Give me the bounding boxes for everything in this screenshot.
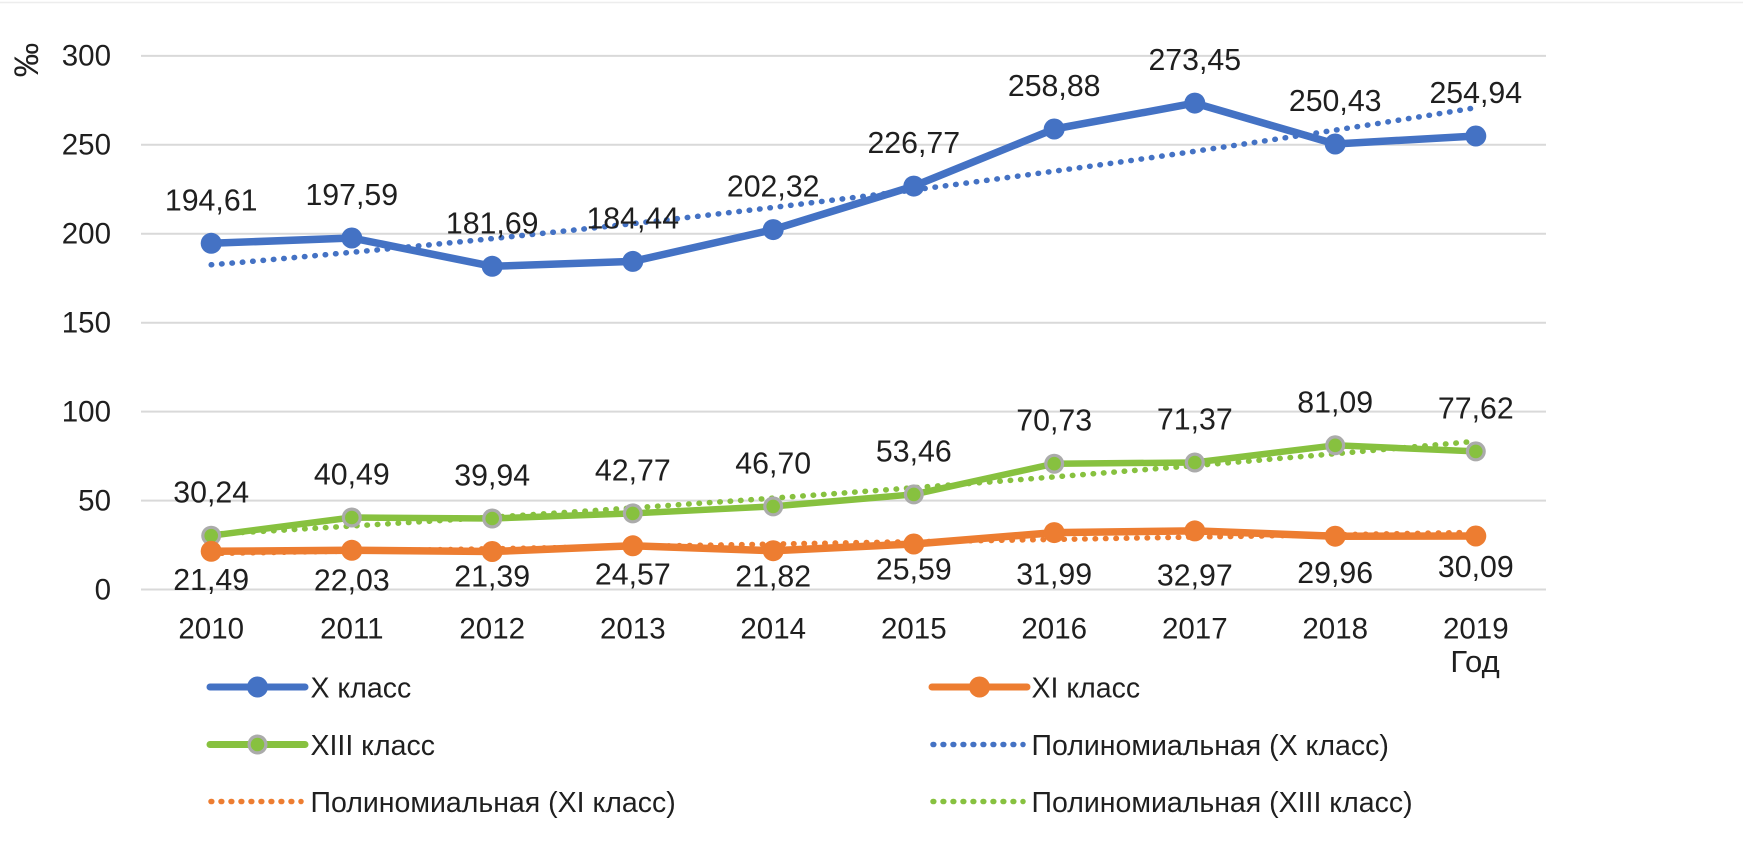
svg-text:258,88: 258,88 [1008,70,1101,103]
svg-text:71,37: 71,37 [1157,404,1233,437]
svg-text:29,96: 29,96 [1297,557,1373,590]
svg-text:184,44: 184,44 [586,202,679,235]
svg-text:70,73: 70,73 [1016,405,1092,438]
svg-text:50: 50 [78,484,111,517]
svg-text:2010: 2010 [178,613,244,646]
svg-text:Полиномиальная (X класс): Полиномиальная (X класс) [1032,730,1389,762]
svg-text:150: 150 [62,307,111,340]
svg-text:81,09: 81,09 [1297,386,1373,419]
svg-text:2012: 2012 [459,613,525,646]
svg-text:Полиномиальная (XI класс): Полиномиальная (XI класс) [311,787,676,819]
svg-text:Год: Год [1450,644,1499,679]
svg-text:XIII класс: XIII класс [311,730,435,762]
svg-text:40,49: 40,49 [314,459,390,492]
svg-text:32,97: 32,97 [1157,559,1233,592]
svg-text:2014: 2014 [740,613,806,646]
svg-text:42,77: 42,77 [595,454,671,487]
svg-text:2019: 2019 [1443,613,1509,646]
svg-text:250,43: 250,43 [1289,85,1382,118]
svg-text:200: 200 [62,218,111,251]
svg-text:273,45: 273,45 [1148,44,1241,77]
svg-text:22,03: 22,03 [314,564,390,597]
svg-text:194,61: 194,61 [165,184,258,217]
svg-text:2013: 2013 [600,613,666,646]
svg-text:30,24: 30,24 [173,477,249,510]
svg-text:2016: 2016 [1021,613,1087,646]
svg-text:53,46: 53,46 [876,435,952,468]
svg-text:X класс: X класс [311,673,412,705]
svg-text:100: 100 [62,395,111,428]
svg-text:‰: ‰ [8,43,46,78]
svg-text:21,82: 21,82 [735,561,811,594]
svg-text:300: 300 [62,40,111,73]
svg-text:2018: 2018 [1302,613,1368,646]
svg-text:77,62: 77,62 [1438,392,1514,425]
svg-text:31,99: 31,99 [1016,558,1092,591]
svg-text:0: 0 [95,573,111,606]
svg-text:30,09: 30,09 [1438,551,1514,584]
svg-text:46,70: 46,70 [735,447,811,480]
svg-text:Полиномиальная (XIII класс): Полиномиальная (XIII класс) [1032,787,1413,819]
svg-text:25,59: 25,59 [876,554,952,587]
svg-text:39,94: 39,94 [454,460,530,493]
svg-text:2011: 2011 [320,613,383,646]
svg-text:250: 250 [62,129,111,162]
svg-text:21,49: 21,49 [173,564,249,597]
svg-text:24,57: 24,57 [595,559,671,592]
svg-text:197,59: 197,59 [305,179,398,212]
svg-text:181,69: 181,69 [446,207,539,240]
svg-text:2017: 2017 [1162,613,1228,646]
svg-text:21,39: 21,39 [454,561,530,594]
svg-text:XI класс: XI класс [1032,673,1141,705]
svg-text:254,94: 254,94 [1429,77,1522,110]
svg-text:226,77: 226,77 [867,127,960,160]
svg-text:2015: 2015 [881,613,947,646]
svg-text:202,32: 202,32 [727,171,820,204]
